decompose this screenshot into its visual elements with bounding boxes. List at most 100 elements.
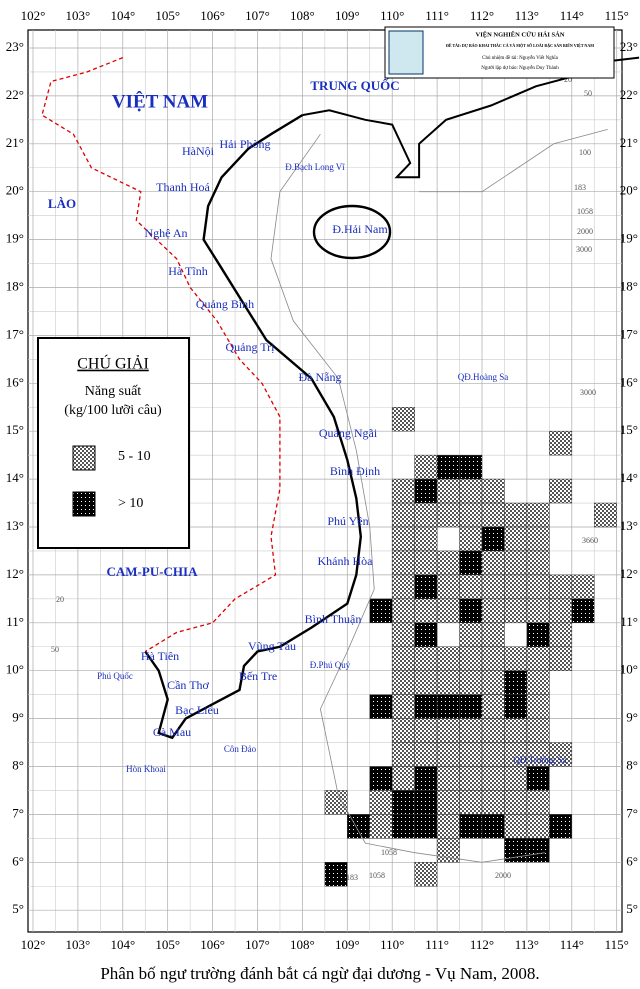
lon-label: 108° [290, 937, 315, 952]
lon-label: 112° [470, 8, 494, 23]
cell [504, 718, 528, 743]
place: Thanh Hoá [156, 180, 210, 194]
cell [414, 502, 438, 528]
cell [324, 862, 348, 887]
place: Cà Mau [153, 725, 191, 739]
cell [369, 766, 393, 791]
legend-subtitle: Năng suất [85, 384, 141, 399]
cell [459, 526, 483, 552]
cell [391, 550, 415, 576]
cell [414, 766, 438, 791]
cell [504, 502, 528, 528]
cell [481, 766, 505, 791]
cells [324, 407, 617, 887]
isobath [419, 129, 608, 193]
lat-label: 10° [6, 662, 24, 677]
lat-label: 8° [626, 757, 638, 772]
cell [526, 838, 550, 863]
cell [414, 646, 438, 671]
lat-label: 20° [620, 183, 638, 198]
cell [526, 502, 550, 528]
place: LÀO [48, 196, 76, 211]
place: Phú Yên [327, 514, 368, 528]
forecaster: Người lập dự báo: Nguyễn Duy Thành [481, 65, 559, 71]
cell [369, 598, 393, 624]
cell [414, 814, 438, 839]
place: Khánh Hòa [318, 554, 374, 568]
cell [436, 598, 460, 624]
place: Cần Thơ [167, 678, 209, 692]
cell [459, 550, 483, 576]
cell [549, 574, 573, 600]
cell [526, 766, 550, 791]
cell [391, 766, 415, 791]
lat-label: 5° [626, 901, 638, 916]
cell [414, 454, 438, 480]
place: Hà Tiên [141, 649, 179, 663]
lat-label: 22° [620, 87, 638, 102]
lon-label: 104° [110, 937, 135, 952]
cell [526, 790, 550, 815]
lat-label: 8° [12, 757, 24, 772]
cell [526, 646, 550, 671]
cell [369, 694, 393, 719]
lon-label: 102° [21, 937, 46, 952]
cell [414, 790, 438, 815]
border [41, 56, 281, 653]
cell [481, 742, 505, 767]
cell [459, 598, 483, 624]
cell [391, 694, 415, 719]
cell [436, 646, 460, 671]
cell [481, 646, 505, 671]
depth-label: 20 [56, 595, 64, 604]
place: QĐ.Trường Sa [513, 755, 566, 765]
cell [369, 814, 393, 839]
depth-label: 1058 [369, 871, 385, 880]
lon-label: 105° [155, 8, 180, 23]
lon-label: 106° [200, 8, 225, 23]
cell [414, 478, 438, 504]
lat-label: 6° [626, 853, 638, 868]
cell [436, 454, 460, 480]
place: Hải Phòng [220, 137, 271, 151]
depth-label: 183 [346, 873, 358, 882]
lat-label: 13° [620, 518, 638, 533]
cell [504, 598, 528, 624]
lat-label: 14° [620, 470, 638, 485]
cell [504, 814, 528, 839]
cell [481, 598, 505, 624]
place: Quảng Bình [196, 297, 254, 311]
lat-label: 22° [6, 87, 24, 102]
cell [391, 814, 415, 839]
cell [504, 526, 528, 552]
lon-label: 114° [560, 8, 584, 23]
cell [481, 502, 505, 528]
cell [459, 814, 483, 839]
cell [481, 814, 505, 839]
cell [526, 670, 550, 695]
place: CAM-PU-CHIA [107, 564, 199, 579]
lat-label: 11° [620, 614, 638, 629]
cell [459, 646, 483, 671]
cell [391, 646, 415, 671]
cell [549, 742, 573, 767]
cell [414, 598, 438, 624]
cell [459, 742, 483, 767]
place: VIỆT NAM [112, 90, 208, 112]
cell [459, 502, 483, 528]
cell [459, 670, 483, 695]
place: Đà Nẵng [299, 370, 342, 384]
cell [347, 814, 370, 839]
cell [414, 574, 438, 600]
place: HàNội [182, 144, 215, 158]
lat-label: 13° [6, 518, 24, 533]
place: Vũng Tàu [248, 639, 296, 653]
cell [414, 718, 438, 743]
cell [549, 598, 573, 624]
cell [526, 718, 550, 743]
lon-label: 111° [425, 937, 449, 952]
lat-label: 15° [620, 422, 638, 437]
lon-label: 112° [470, 937, 494, 952]
cell [391, 670, 415, 695]
